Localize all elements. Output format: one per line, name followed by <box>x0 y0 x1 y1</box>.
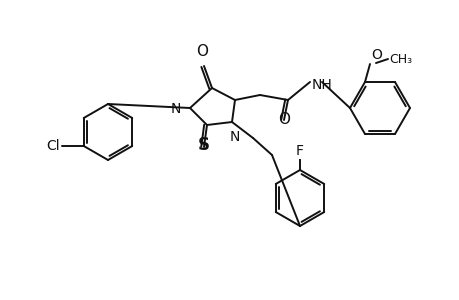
Text: O: O <box>370 48 381 62</box>
Text: CH₃: CH₃ <box>388 52 411 65</box>
Text: F: F <box>295 144 303 158</box>
Text: N: N <box>230 130 240 144</box>
Text: O: O <box>196 44 207 59</box>
Text: Cl: Cl <box>46 139 60 153</box>
Text: NH: NH <box>311 78 332 92</box>
Text: O: O <box>277 112 289 127</box>
Text: S: S <box>197 136 210 154</box>
Text: N: N <box>170 102 180 116</box>
